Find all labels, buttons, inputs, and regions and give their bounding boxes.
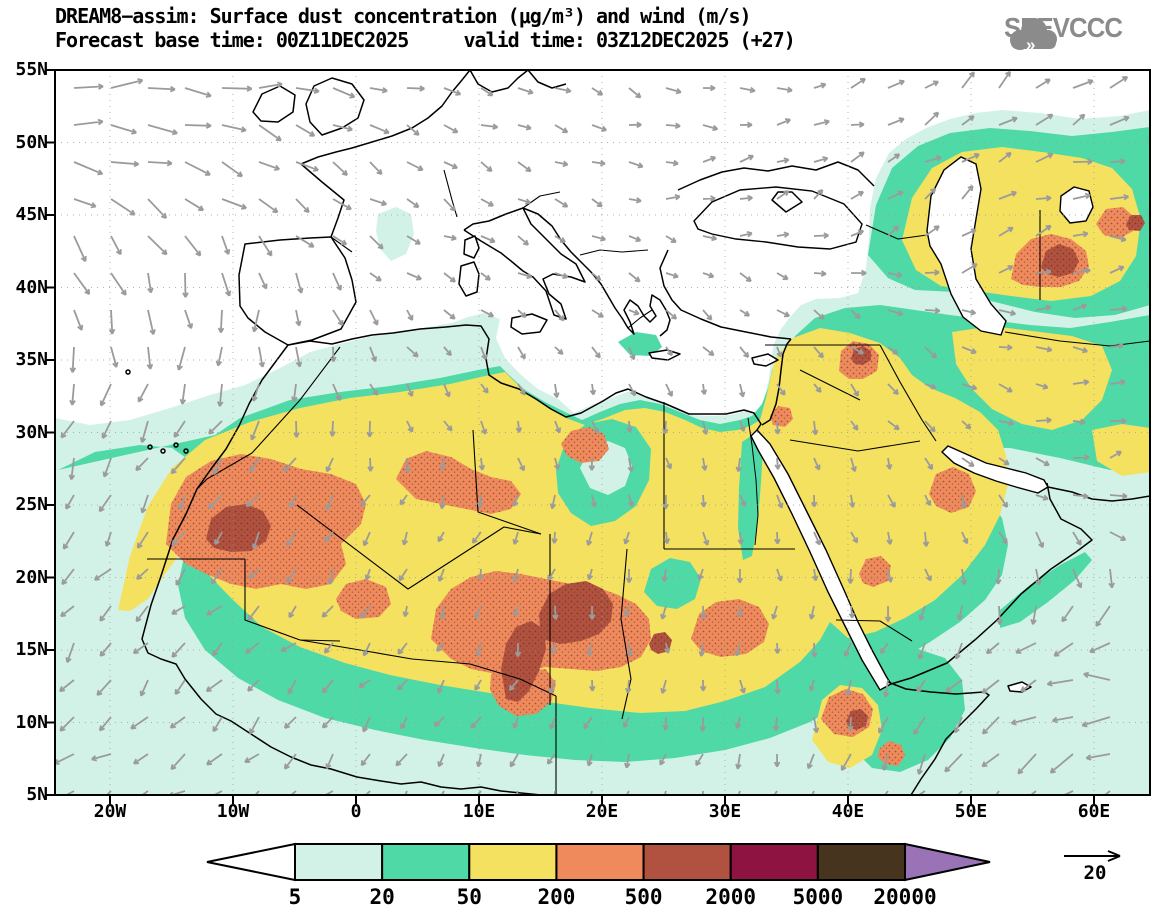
lon-label-10E: 10E bbox=[462, 801, 496, 822]
lat-label-30N: 30N bbox=[15, 421, 48, 443]
persian-gulf bbox=[940, 445, 1049, 494]
lon-label-10W: 10W bbox=[216, 801, 250, 822]
red-sea bbox=[750, 428, 892, 691]
lon-label-20E: 20E bbox=[585, 801, 619, 822]
colorbar-label-500: 500 bbox=[625, 885, 663, 907]
colorbar-segment-1 bbox=[381, 843, 471, 881]
page-title-line1: DREAM8−assim: Surface dust concentration… bbox=[55, 4, 752, 28]
colorbar-segment-6 bbox=[816, 843, 906, 881]
colorbar-under-arrow bbox=[206, 842, 296, 882]
seas bbox=[693, 156, 1094, 691]
colorbar-label-50: 50 bbox=[457, 885, 482, 907]
caspian-sea bbox=[926, 156, 1007, 336]
cloud-icon: » bbox=[1010, 18, 1057, 54]
lat-label-15N: 15N bbox=[15, 639, 48, 660]
lat-label-35N: 35N bbox=[15, 349, 48, 370]
colorbar-label-20000: 20000 bbox=[873, 885, 936, 907]
colorbar-segment-2 bbox=[468, 843, 558, 881]
colorbar-segment-0 bbox=[294, 843, 384, 881]
lat-label-5N: 5N bbox=[26, 784, 48, 805]
coastlines bbox=[125, 70, 1150, 795]
colorbar-segment-5 bbox=[729, 843, 819, 881]
colorbar-segment-4 bbox=[642, 843, 732, 881]
lat-label-10N: 10N bbox=[15, 711, 48, 733]
colorbar-label-20: 20 bbox=[369, 885, 394, 907]
colorbar: 5 20 50 200 500 2000 5000 20000 bbox=[206, 842, 991, 907]
lat-label-55N: 55N bbox=[15, 59, 48, 80]
lon-label-0: 0 bbox=[350, 801, 362, 822]
svg-text:»: » bbox=[1026, 35, 1035, 54]
colorbar-label-5: 5 bbox=[289, 885, 302, 907]
axis-ticks bbox=[46, 69, 1095, 804]
black-sea bbox=[693, 186, 863, 250]
logo-text: SEEVCCC bbox=[1004, 12, 1123, 43]
seevccc-logo: » SEEVCCC bbox=[1004, 12, 1132, 54]
country-borders bbox=[147, 169, 1150, 795]
lon-label-50E: 50E bbox=[954, 801, 988, 822]
colorbar-label-2000: 2000 bbox=[705, 885, 756, 907]
lat-label-40N: 40N bbox=[15, 276, 48, 298]
wind-vector-layer bbox=[55, 70, 1130, 795]
lat-label-20N: 20N bbox=[15, 566, 48, 588]
lat-label-50N: 50N bbox=[15, 131, 48, 153]
colorbar-over-arrow bbox=[904, 842, 991, 882]
lat-label-25N: 25N bbox=[15, 494, 48, 515]
lon-label-30E: 30E bbox=[708, 801, 742, 822]
colorbar-segment-3 bbox=[555, 843, 645, 881]
lon-label-20W: 20W bbox=[93, 801, 127, 822]
page-title-line2: Forecast base time: 00Z11DEC2025 valid t… bbox=[55, 28, 796, 52]
graticule bbox=[55, 70, 1150, 795]
wind-reference-arrow bbox=[1064, 850, 1121, 862]
lon-label-40E: 40E bbox=[831, 801, 865, 822]
lat-label-45N: 45N bbox=[15, 204, 48, 225]
colorbar-label-5000: 5000 bbox=[793, 885, 844, 907]
lon-label-60E: 60E bbox=[1077, 801, 1111, 822]
wind-reference-label: 20 bbox=[1083, 862, 1107, 884]
colorbar-label-200: 200 bbox=[537, 885, 575, 907]
